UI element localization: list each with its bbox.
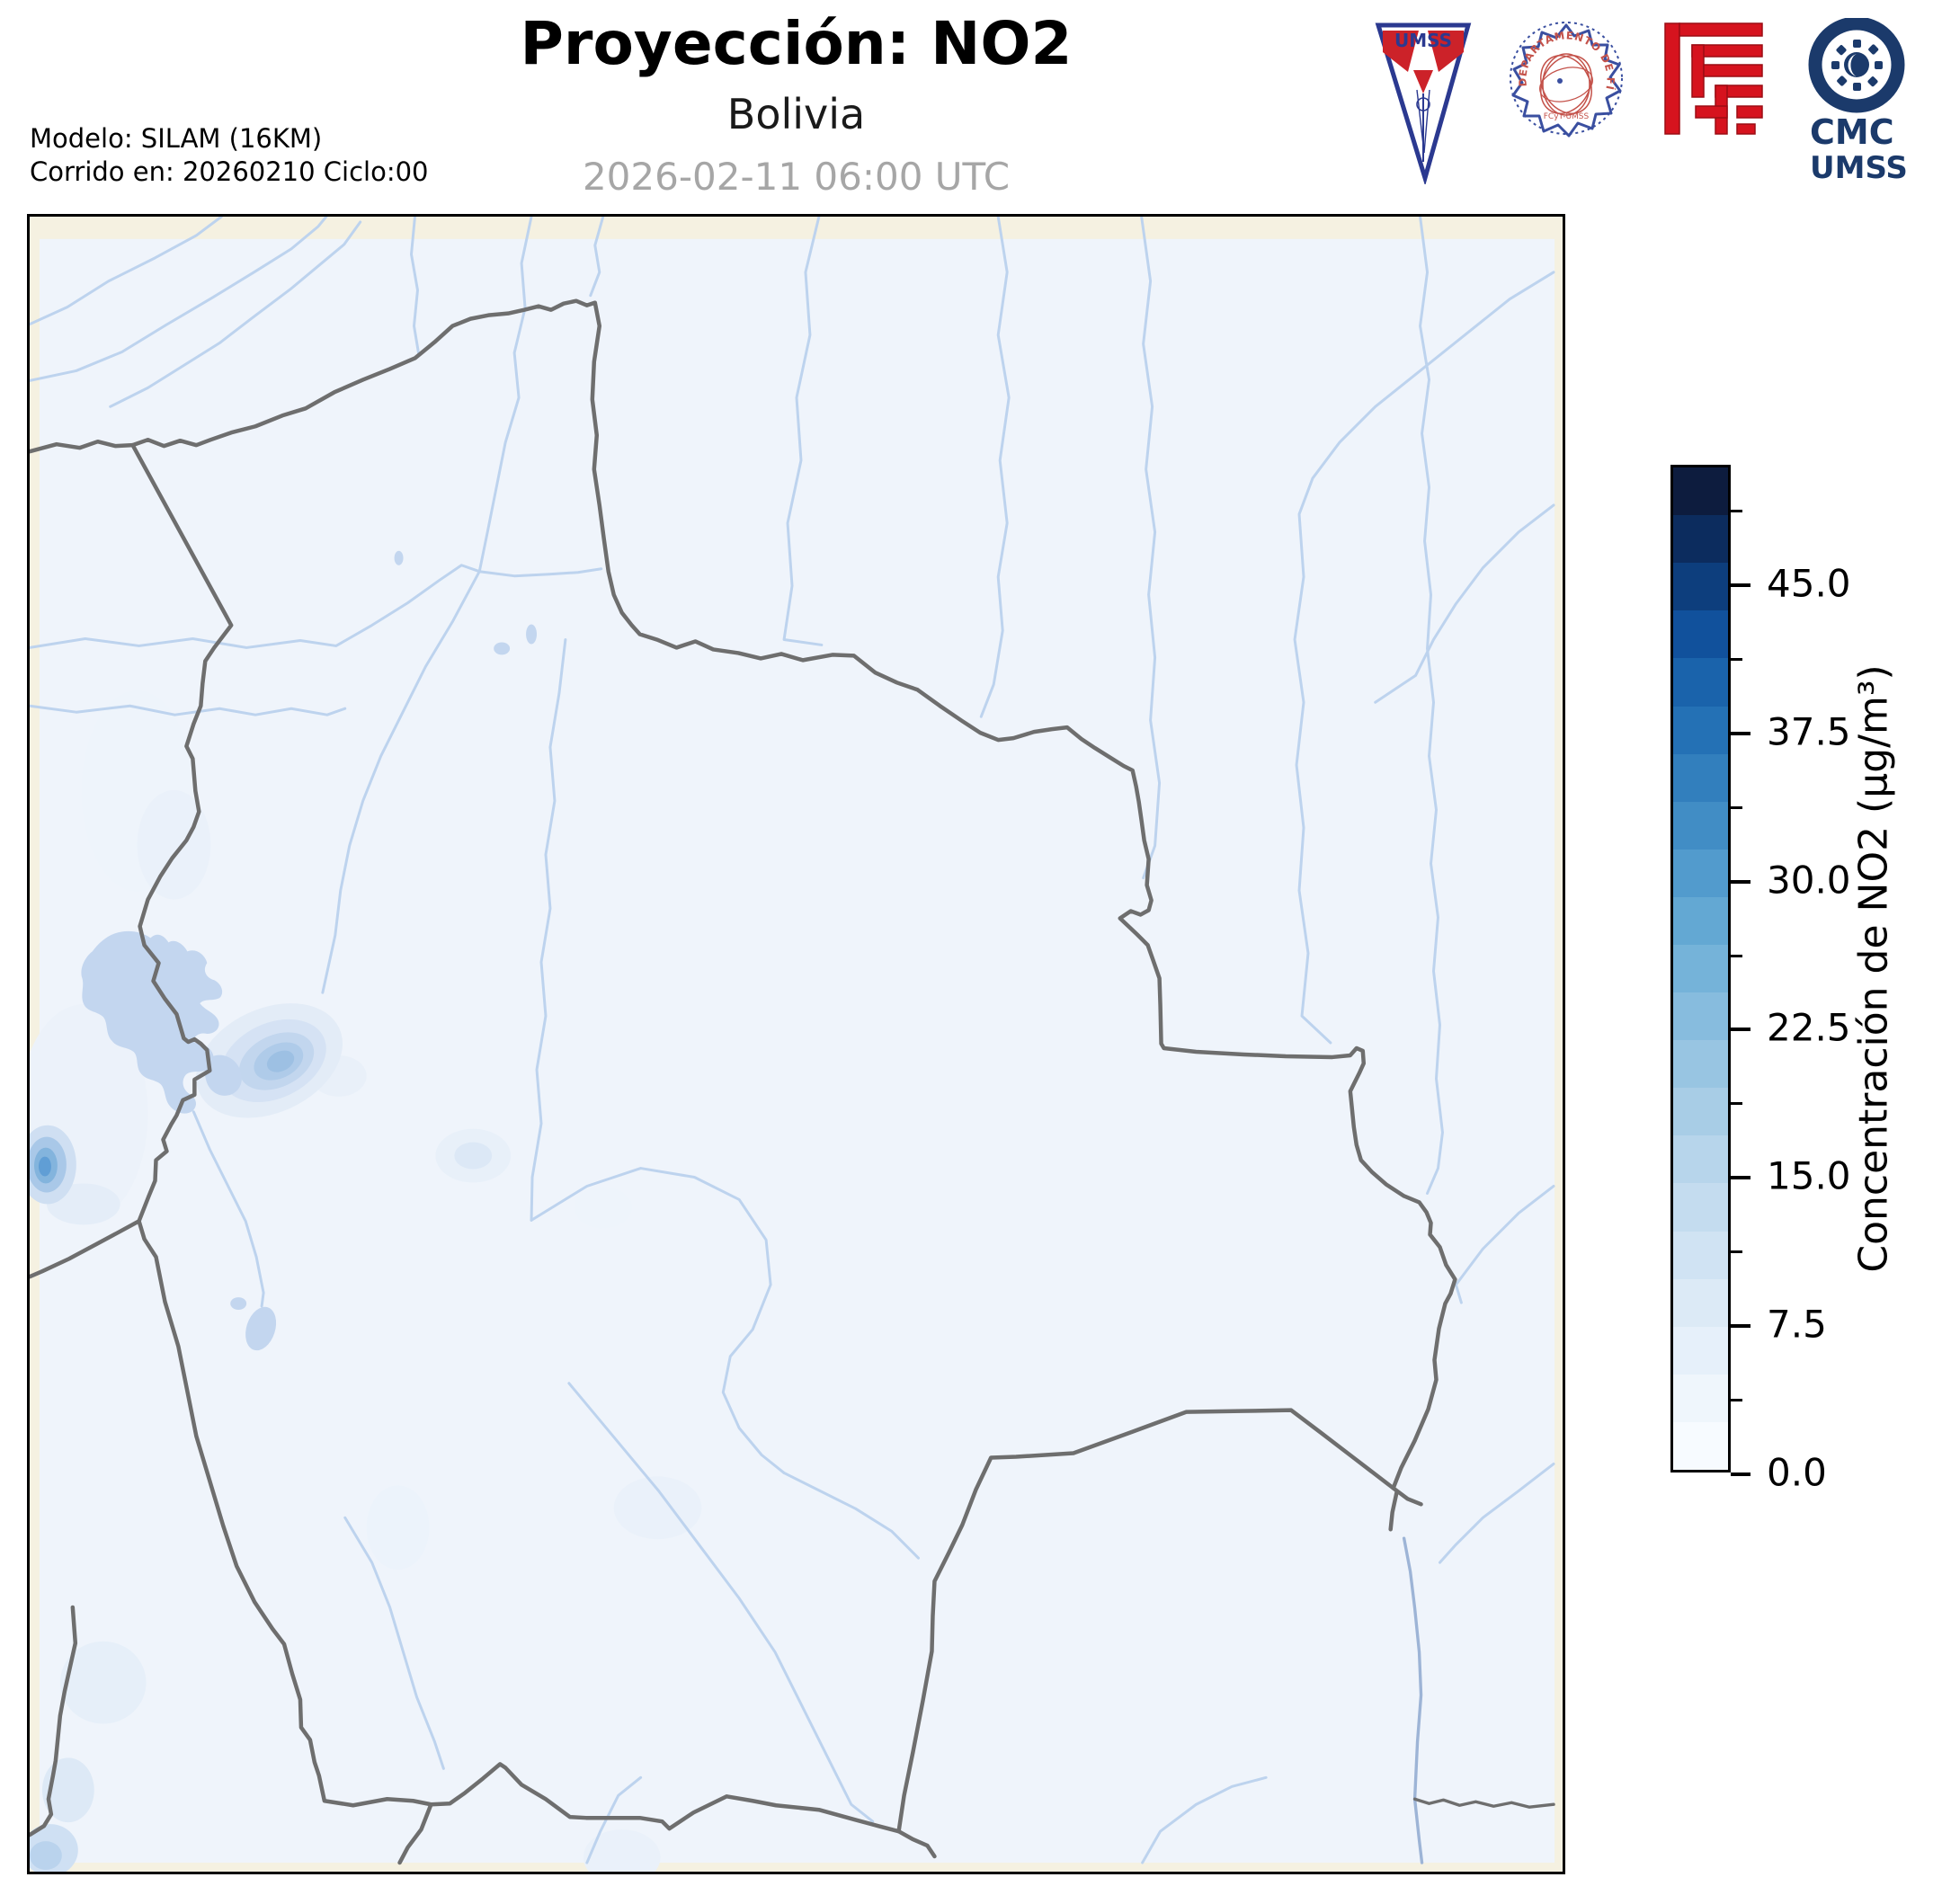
colorbar-tick-label: 37.5 xyxy=(1767,709,1851,754)
cmc-umss-icon: CMC UMSS xyxy=(1808,16,1908,186)
colorbar-segment-10 xyxy=(1673,944,1728,993)
colorbar-minor-tick xyxy=(1731,657,1742,661)
country-borders xyxy=(30,298,1555,1865)
colorbar-minor-tick xyxy=(1731,1399,1742,1402)
southwest-plume xyxy=(30,1641,147,1872)
bolivia-map xyxy=(30,217,1563,1872)
colorbar-major-tick xyxy=(1731,879,1750,884)
cmc-umss-text: UMSS xyxy=(1810,150,1908,186)
colorbar-segment-7 xyxy=(1673,1088,1728,1136)
colorbar-segment-3 xyxy=(1673,1278,1728,1327)
colorbar-major-tick xyxy=(1731,1472,1750,1476)
model-run: Corrido en: 20260210 Ciclo:00 xyxy=(30,156,429,187)
page-title: Proyección: NO2 xyxy=(520,9,1073,78)
lakes xyxy=(81,550,538,1351)
fcyt-red-logo xyxy=(1660,18,1768,143)
model-info: Modelo: SILAM (16KM) Corrido en: 2026021… xyxy=(30,122,429,189)
colorbar-segment-19 xyxy=(1673,515,1728,564)
bolivia-border xyxy=(130,298,1457,1834)
colorbar xyxy=(1670,465,1731,1472)
colorbar-segment-17 xyxy=(1673,610,1728,659)
colorbar-segment-1 xyxy=(1673,1374,1728,1422)
fisica-seal-icon: DEPARTAMENTO DE FÍSICA FCyT-UMSS xyxy=(1501,8,1623,138)
colorbar-segment-18 xyxy=(1673,563,1728,611)
colorbar-minor-tick xyxy=(1731,1102,1742,1106)
paraguay-river xyxy=(1402,1536,1424,1864)
colorbar-segment-16 xyxy=(1673,658,1728,707)
colorbar-tick-label: 45.0 xyxy=(1767,561,1851,606)
page-subtitle: Bolivia xyxy=(726,90,866,138)
colorbar-segment-6 xyxy=(1673,1135,1728,1184)
colorbar-minor-tick xyxy=(1731,1250,1742,1254)
colorbar-segment-13 xyxy=(1673,801,1728,850)
colorbar-tick-label: 7.5 xyxy=(1767,1302,1827,1347)
colorbar-tick-label: 30.0 xyxy=(1767,858,1851,903)
rivers xyxy=(30,217,1555,1864)
colorbar-segment-2 xyxy=(1673,1326,1728,1375)
colorbar-axis-label: Concentración de NO2 (µg/m³) xyxy=(1850,664,1897,1273)
colorbar-segment-5 xyxy=(1673,1183,1728,1232)
fcyt-red-icon xyxy=(1664,22,1764,135)
colorbar-ticks: 0.0 7.5 15.0 22.5 30.0 37.5 45.0 xyxy=(1731,465,1942,1495)
lake-titicaca-menor xyxy=(204,1054,242,1096)
colorbar-major-tick xyxy=(1731,731,1750,735)
umss-pennant-icon: UMSS xyxy=(1375,22,1472,186)
colorbar-segment-14 xyxy=(1673,753,1728,802)
colorbar-segment-15 xyxy=(1673,706,1728,754)
umss-pennant-text: UMSS xyxy=(1394,30,1452,51)
forecast-timestamp: 2026-02-11 06:00 UTC xyxy=(582,155,1011,199)
cmc-umss-logo: CMC UMSS xyxy=(1801,16,1913,192)
colorbar-minor-tick xyxy=(1731,805,1742,809)
colorbar-major-tick xyxy=(1731,1176,1750,1180)
colorbar-tick-label: 15.0 xyxy=(1767,1153,1851,1198)
lake-poopo xyxy=(245,1306,277,1351)
fisica-seal-subtext: FCyT-UMSS xyxy=(1543,112,1589,121)
colorbar-segment-20 xyxy=(1673,467,1728,516)
colorbar-minor-tick xyxy=(1731,954,1742,957)
colorbar-segment-4 xyxy=(1673,1231,1728,1279)
colorbar-segment-0 xyxy=(1673,1421,1728,1470)
colorbar-major-tick xyxy=(1731,583,1750,587)
logo-row: UMSS DEPARTAMENTO DE FÍSICA FCyT-UMSS xyxy=(1374,8,1913,198)
map-panel xyxy=(27,214,1565,1874)
west-hotspot xyxy=(30,1125,76,1205)
lake-titicaca xyxy=(81,930,223,1114)
colorbar-major-tick xyxy=(1731,1324,1750,1329)
model-name: Modelo: SILAM (16KM) xyxy=(30,123,323,154)
colorbar-major-tick xyxy=(1731,1028,1750,1032)
colorbar-segment-11 xyxy=(1673,896,1728,945)
colorbar-tick-label: 0.0 xyxy=(1767,1450,1827,1495)
colorbar-segment-9 xyxy=(1673,992,1728,1041)
fisica-seal-logo: DEPARTAMENTO DE FÍSICA FCyT-UMSS xyxy=(1501,8,1627,143)
umss-pennant-logo: UMSS xyxy=(1374,18,1473,188)
colorbar-tick-label: 22.5 xyxy=(1767,1005,1851,1050)
colorbar-segment-8 xyxy=(1673,1040,1728,1089)
cmc-text: CMC xyxy=(1810,112,1894,152)
colorbar-minor-tick xyxy=(1731,509,1742,512)
colorbar-segment-12 xyxy=(1673,849,1728,897)
